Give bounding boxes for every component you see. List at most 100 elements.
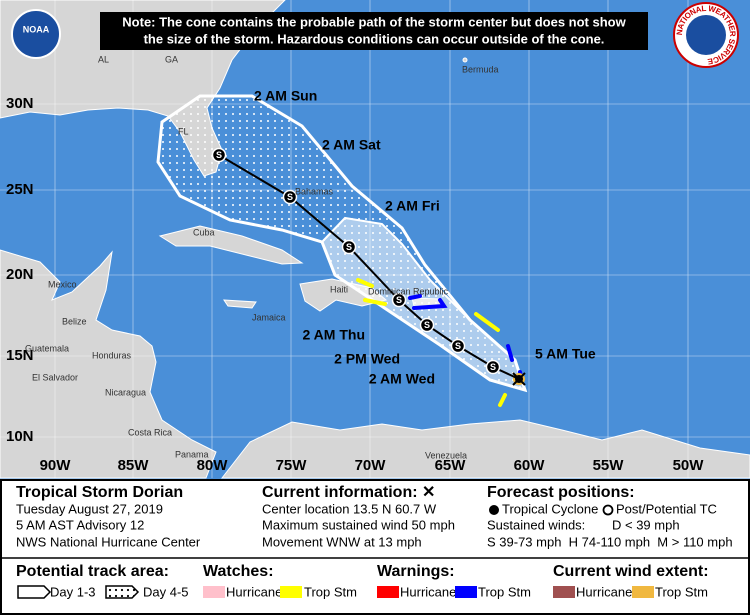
legend-item: Hurricane: [226, 584, 282, 599]
latitude-label: 25N: [6, 181, 34, 198]
forecast-point: [211, 147, 227, 163]
latitude-label: 10N: [6, 428, 34, 445]
swatch-ts-watch: [280, 586, 302, 598]
place-name: Honduras: [92, 350, 132, 360]
legend-title: Current wind extent:: [553, 563, 709, 580]
map-labels: 30N 25N 20N 15N 10N 90W 85W 80W 75W 70W 65W 60W 55W 5…: [6, 54, 704, 474]
forecast-symbol: S: [490, 362, 496, 372]
place-name: Belize: [62, 316, 87, 326]
place-name: Nicaragua: [105, 387, 146, 397]
longitude-label: 80W: [197, 457, 229, 474]
forecast-symbol: S: [346, 242, 352, 252]
legend-item: Trop Stm: [478, 584, 531, 599]
swatch-ts-wind: [632, 586, 654, 598]
longitude-label: 65W: [435, 457, 467, 474]
longitude-label: 75W: [276, 457, 308, 474]
longitude-label: 60W: [514, 457, 546, 474]
info-line: Sustained winds:: [487, 517, 585, 532]
swatch-hurricane-wind: [553, 586, 575, 598]
forecast-point: [419, 317, 435, 333]
place-name: Haiti: [330, 284, 348, 294]
info-line: Post/Potential TC: [616, 501, 717, 516]
legend-item: Hurricane: [576, 584, 632, 599]
track-label: 2 AM Wed: [369, 371, 435, 387]
current-symbol: [512, 372, 526, 386]
tc-symbol: [489, 505, 499, 515]
place-name: Jamaica: [252, 312, 286, 322]
forecast-symbol: S: [216, 150, 222, 160]
track-label: 2 PM Wed: [334, 351, 400, 367]
legend-title: Warnings:: [377, 563, 455, 580]
place-name: AL: [98, 54, 109, 64]
forecast-point: [391, 292, 407, 308]
longitude-label: 85W: [118, 457, 150, 474]
place-name: Mexico: [48, 279, 77, 289]
legend-item: Hurricane: [400, 584, 456, 599]
place-name: FL: [178, 126, 189, 136]
info-line: Center location 13.5 N 60.7 W: [262, 501, 437, 516]
forecast-symbol: S: [287, 192, 293, 202]
legend-title: Watches:: [203, 563, 274, 580]
latitude-label: 15N: [6, 347, 34, 364]
place-name: Cuba: [193, 227, 215, 237]
note-box: [100, 12, 648, 50]
storm-title: Tropical Storm Dorian: [16, 484, 183, 501]
info-line: NWS National Hurricane Center: [16, 534, 201, 549]
forecast-point: [341, 239, 357, 255]
longitude-label: 50W: [673, 457, 705, 474]
forecast-point: [450, 338, 466, 354]
place-name: Venezuela: [425, 450, 467, 460]
forecast-point: [485, 359, 501, 375]
info-line: Movement WNW at 13 mph: [262, 534, 422, 549]
place-name: Panama: [175, 449, 209, 459]
track-points: S S S S S S S: [211, 147, 526, 386]
current-title: Current information: ✕: [262, 484, 435, 501]
graticule: [0, 0, 750, 478]
place-name: Guatemala: [25, 343, 69, 353]
place-name: Costa Rica: [128, 427, 172, 437]
latitude-label: 20N: [6, 266, 34, 283]
info-line: 5 AM AST Advisory 12: [16, 517, 144, 532]
place-name: GA: [165, 54, 178, 64]
forecast-point: [282, 189, 298, 205]
swatch-day13: [17, 585, 52, 599]
info-line: Tuesday August 27, 2019: [16, 501, 163, 516]
longitude-label: 90W: [40, 457, 72, 474]
swatch-hurricane-watch: [203, 586, 225, 598]
longitude-label: 55W: [593, 457, 625, 474]
note-line: Note: The cone contains the probable pat…: [122, 14, 626, 29]
latitude-label: 30N: [6, 95, 34, 112]
noaa-logo: [11, 9, 61, 59]
longitude-label: 70W: [355, 457, 387, 474]
legend-item: Trop Stm: [304, 584, 357, 599]
place-name: Dominican Republic: [368, 286, 449, 296]
place-name: El Salvador: [32, 372, 78, 382]
forecast-symbol: S: [396, 295, 402, 305]
note-line: the size of the storm. Hazardous conditi…: [144, 31, 605, 46]
swatch-day45: [105, 585, 140, 599]
forecast-title: Forecast positions:: [487, 484, 635, 501]
place-name: Bahamas: [295, 186, 334, 196]
track-label: 5 AM Tue: [535, 346, 596, 362]
info-line: Tropical Cyclone: [502, 501, 598, 516]
forecast-symbol: S: [424, 320, 430, 330]
legend-item: Trop Stm: [655, 584, 708, 599]
swatch-ts-warning: [455, 586, 477, 598]
info-line: S 39-73 mph H 74-110 mph M > 110 mph: [487, 534, 733, 549]
info-line: Maximum sustained wind 50 mph: [262, 517, 455, 532]
info-line: D < 39 mph: [612, 517, 680, 532]
track-label: 2 AM Sat: [322, 137, 381, 153]
track-label: 2 AM Fri: [385, 198, 440, 214]
legend-item: Day 1-3: [50, 584, 96, 599]
ptc-symbol: [602, 504, 614, 516]
legend-title: Potential track area:: [16, 563, 169, 580]
place-name: Bermuda: [462, 64, 499, 74]
swatch-hurricane-warning: [377, 586, 399, 598]
track-label: 2 AM Thu: [303, 327, 365, 343]
noaa-logo-text: NOAA: [23, 24, 50, 34]
nws-logo-core: [686, 15, 726, 55]
forecast-symbol: S: [455, 341, 461, 351]
legend-item: Day 4-5: [143, 584, 189, 599]
